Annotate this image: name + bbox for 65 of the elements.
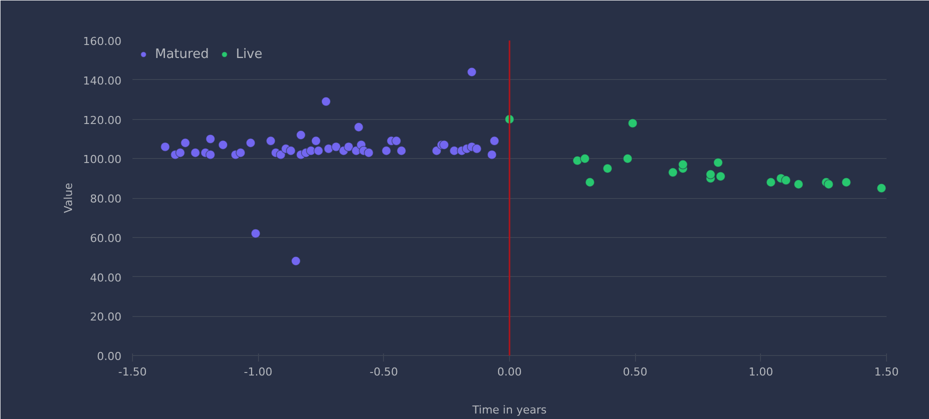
x-tick-label: -1.00: [244, 366, 272, 378]
point: [585, 177, 595, 188]
point: [876, 183, 886, 194]
y-tick-label: 60.00: [90, 232, 122, 245]
point: [602, 164, 612, 174]
point: [314, 146, 324, 156]
point: [180, 138, 190, 148]
y-tick-label: 80.00: [90, 192, 122, 206]
point: [706, 169, 716, 180]
x-tick-label: 1.50: [874, 366, 899, 378]
point: [781, 175, 791, 186]
point: [364, 148, 374, 158]
point: [396, 146, 406, 156]
point: [344, 142, 354, 152]
point: [716, 171, 726, 182]
y-tick-label: 140.00: [83, 74, 122, 88]
point: [321, 96, 331, 106]
legend-label: Matured: [155, 46, 209, 62]
y-tick-label: 20.00: [90, 310, 122, 324]
point: [466, 67, 477, 77]
x-tick-label: 0.00: [497, 366, 522, 378]
point: [354, 122, 364, 132]
point: [381, 146, 392, 156]
point: [190, 148, 200, 158]
point: [766, 177, 776, 188]
point: [487, 150, 497, 160]
point: [622, 154, 633, 164]
point: [439, 140, 450, 150]
point: [794, 179, 804, 190]
x-tick-label: -0.50: [370, 366, 398, 378]
point: [236, 148, 246, 158]
y-tick-label: 120.00: [83, 114, 122, 127]
point: [841, 177, 852, 188]
y-tick-label: 100.00: [83, 153, 122, 166]
legend-label: Live: [236, 46, 262, 62]
point: [472, 144, 482, 154]
point: [290, 256, 301, 266]
x-tick-label: -1.50: [118, 366, 147, 378]
x-tick-label: 1.00: [748, 366, 774, 378]
point: [218, 140, 228, 150]
point: [250, 228, 261, 238]
point: [160, 142, 170, 152]
point: [668, 168, 678, 178]
point: [580, 154, 590, 164]
y-tick-label: 0.00: [97, 350, 122, 363]
y-axis-title: Value: [62, 182, 76, 214]
point: [678, 160, 688, 170]
point: [824, 179, 834, 190]
point: [286, 146, 296, 156]
point: [392, 136, 402, 146]
point: [628, 118, 638, 128]
point: [296, 130, 306, 140]
x-axis-title: Time in years: [471, 404, 547, 416]
point: [490, 136, 500, 146]
y-tick-label: 40.00: [90, 271, 122, 284]
point: [246, 138, 256, 148]
point: [266, 136, 276, 146]
point: [713, 158, 724, 168]
x-tick-label: 0.50: [622, 366, 648, 378]
point: [206, 134, 216, 144]
point: [311, 136, 321, 146]
point: [331, 142, 341, 152]
point: [206, 150, 216, 160]
y-tick-label: 160.00: [83, 35, 122, 48]
point: [175, 148, 186, 158]
